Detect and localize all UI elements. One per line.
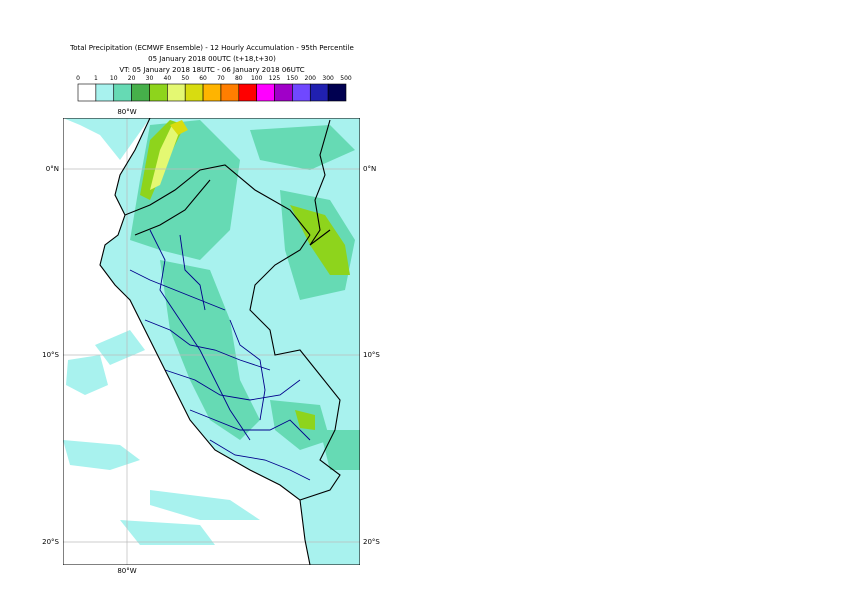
lon-label: 80°W [117, 108, 136, 116]
legend-label: 20 [128, 75, 136, 82]
legend-label: 200 [305, 75, 317, 82]
header: Total Precipitation (ECMWF Ensemble) - 1… [69, 44, 354, 74]
legend-label: 50 [181, 75, 189, 82]
legend-label: 60 [199, 75, 207, 82]
lat-label: 0°N [46, 165, 59, 173]
ocean-precip [63, 118, 260, 545]
legend-label: 10 [110, 75, 118, 82]
subtitle: VT: 05 January 2018 18UTC - 06 January 2… [119, 66, 304, 74]
lon-label: 80°W [117, 567, 136, 575]
country-borders [99, 118, 341, 565]
lat-label: 20°S [363, 538, 380, 546]
legend-swatch [149, 83, 168, 102]
legend-label: 125 [269, 75, 281, 82]
legend-swatch [220, 83, 240, 102]
legend-swatch [167, 83, 186, 102]
legend-label: 1 [94, 75, 98, 82]
legend-swatch [95, 83, 115, 102]
legend-label: 150 [287, 75, 299, 82]
lat-label: 0°N [363, 165, 376, 173]
legend-label: 30 [146, 75, 154, 82]
peak-precip [170, 120, 188, 135]
graticule-lines [63, 118, 360, 565]
title: Total Precipitation (ECMWF Ensemble) - 1… [69, 44, 354, 52]
legend-swatch [77, 83, 97, 102]
lat-label: 10°S [42, 351, 59, 359]
map [63, 118, 360, 565]
legend-swatch [131, 83, 150, 102]
legend-swatch [113, 83, 132, 102]
legend: 0 1 10 20 30 40 50 60 70 80 100 125 150 200 300 500 [76, 75, 352, 102]
legend-swatch [309, 83, 329, 102]
subtitle: 05 January 2018 00UTC (t+18,t+30) [148, 55, 276, 63]
legend-label: 100 [251, 75, 263, 82]
legend-label: 0 [76, 75, 80, 82]
legend-swatch [202, 83, 222, 102]
legend-swatch [292, 83, 311, 102]
lat-label: 20°S [42, 538, 59, 546]
graticule-labels: 80°W 80°W 0°N 10°S 20°S 0°N 10°S 20°S [42, 108, 380, 575]
legend-label: 40 [164, 75, 172, 82]
legend-swatch [274, 83, 293, 102]
region-borders [129, 229, 311, 481]
legend-swatch [327, 83, 347, 102]
legend-label: 500 [340, 75, 352, 82]
legend-swatch [256, 83, 275, 102]
legend-swatch [184, 83, 204, 102]
legend-swatch [238, 83, 257, 102]
very-heavy-precip [150, 125, 180, 190]
legend-label: 80 [235, 75, 243, 82]
lat-label: 10°S [363, 351, 380, 359]
legend-label: 70 [217, 75, 225, 82]
legend-label: 300 [322, 75, 334, 82]
